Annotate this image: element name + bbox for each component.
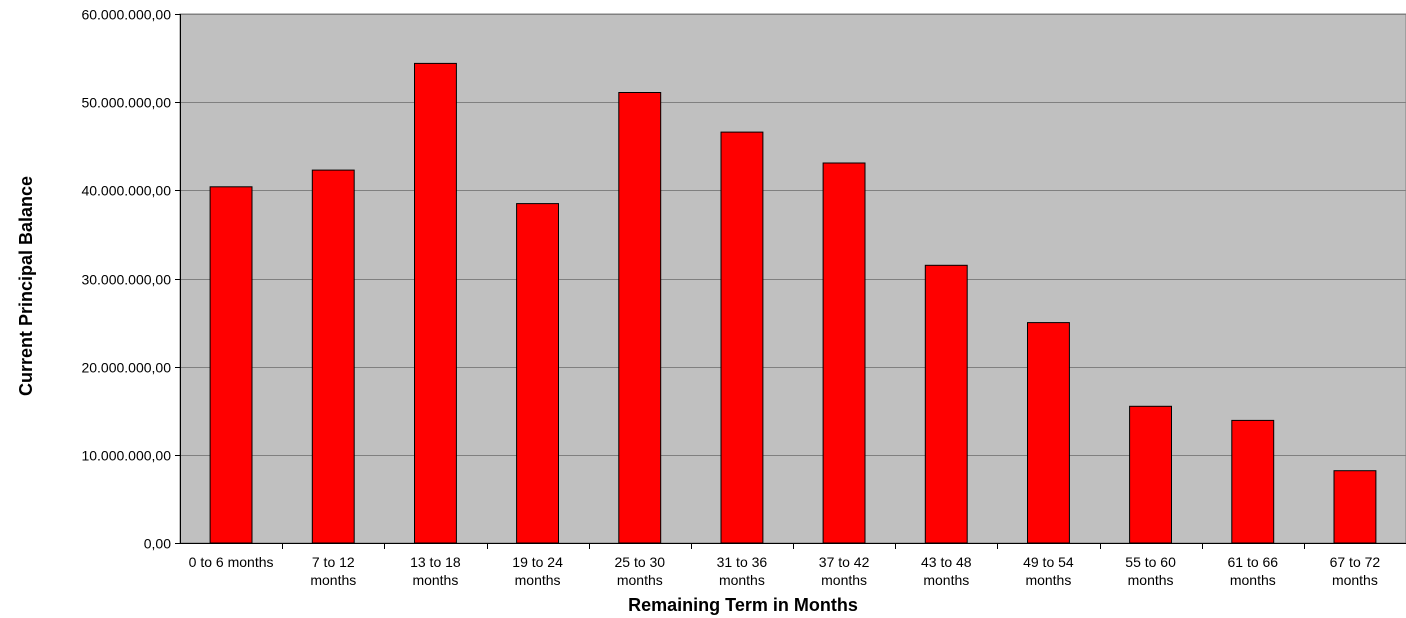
bar bbox=[1231, 419, 1275, 544]
bar bbox=[516, 203, 559, 544]
plot-area bbox=[179, 13, 1406, 544]
bar bbox=[311, 169, 355, 544]
bar bbox=[414, 62, 457, 544]
x-tick-label: 0 to 6 months bbox=[189, 554, 274, 570]
bar bbox=[618, 92, 662, 544]
x-tick-label: 55 to 60 months bbox=[1125, 554, 1176, 588]
x-tick-label: 31 to 36 months bbox=[717, 554, 768, 588]
bar bbox=[720, 131, 764, 544]
y-tick-label: 50.000.000,00 bbox=[81, 95, 171, 111]
x-tick-label: 19 to 24 months bbox=[512, 554, 563, 588]
y-tick-label: 40.000.000,00 bbox=[81, 183, 171, 199]
y-axis-tick-labels: 0,00 10.000.000,00 20.000.000,00 30.000.000… bbox=[81, 7, 171, 552]
gridlines bbox=[180, 14, 1406, 456]
x-tick-label: 49 to 54 months bbox=[1023, 554, 1074, 588]
x-tick-label: 13 to 18 months bbox=[410, 554, 461, 588]
y-tick-label: 30.000.000,00 bbox=[81, 272, 171, 288]
x-tick-label: 61 to 66 months bbox=[1227, 554, 1278, 588]
bar bbox=[822, 162, 866, 544]
y-tick-label: 20.000.000,00 bbox=[81, 360, 171, 376]
x-axis-ticks bbox=[282, 543, 1305, 549]
x-axis-tick-labels: 0 to 6 months 7 to 12 months 13 to 18 months… bbox=[189, 554, 1381, 588]
x-axis-title: Remaining Term in Months bbox=[628, 595, 858, 615]
y-tick-label: 60.000.000,00 bbox=[81, 7, 171, 23]
y-tick-label: 10.000.000,00 bbox=[81, 448, 171, 464]
bars bbox=[209, 62, 1377, 544]
y-axis-title: Current Principal Balance bbox=[16, 176, 36, 396]
bar bbox=[1129, 405, 1172, 544]
x-tick-label: 43 to 48 months bbox=[921, 554, 972, 588]
bar bbox=[209, 186, 253, 544]
x-tick-label: 37 to 42 months bbox=[819, 554, 870, 588]
x-tick-label: 7 to 12 months bbox=[310, 554, 356, 588]
bar bbox=[1333, 470, 1377, 544]
x-tick-label: 67 to 72 months bbox=[1330, 554, 1381, 588]
x-tick-label: 25 to 30 months bbox=[614, 554, 665, 588]
bar bbox=[1027, 322, 1070, 544]
y-tick-label: 0,00 bbox=[144, 536, 171, 552]
bar bbox=[924, 264, 968, 544]
